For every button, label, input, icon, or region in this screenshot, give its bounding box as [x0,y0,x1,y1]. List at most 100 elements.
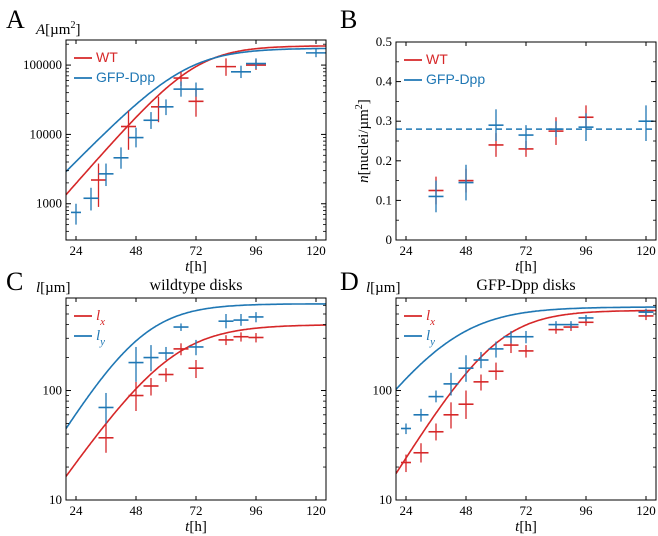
x-tick-label: 48 [460,503,473,518]
x-tick-label: 72 [520,503,533,518]
data-point [173,343,189,356]
data-point [428,390,444,403]
data-point [188,339,204,356]
data-point [638,105,654,141]
y-axis-label-close: ] [75,22,80,38]
y-tick-label: 0.2 [376,153,392,168]
data-point [488,362,504,380]
legend-label: GFP-Dpp [426,71,485,87]
y-axis-label-main: l [36,280,40,296]
panel-letter: A [6,5,25,34]
x-tick-label: 72 [520,243,533,258]
data-point [578,113,594,141]
axes-frame [395,297,657,501]
x-axis-label-unit: [h] [519,519,537,535]
axes-frame [65,39,327,241]
y-tick-label: 100000 [23,57,62,72]
x-axis-label: t[h] [185,519,207,535]
legend-label: WT [426,51,448,67]
x-axis-label-unit: [h] [519,259,537,275]
data-point [488,341,504,358]
data-point [413,408,429,422]
legend-main: l [96,328,100,344]
data-point [458,390,474,419]
fit-curve-1 [396,306,656,390]
legend-main: l [426,328,430,344]
panel-letter: C [6,267,23,296]
y-axis-label: l[µm] [366,280,400,296]
data-point [143,378,159,396]
data-point [231,65,251,79]
data-point [488,109,504,141]
x-tick-label: 24 [400,503,414,518]
legend-subscript: y [99,336,105,348]
data-point [503,330,519,344]
x-tick-label: 96 [250,503,264,518]
legend-label: ly [426,328,435,348]
y-axis-label-main: n [356,175,372,183]
data-point [401,454,411,473]
data-point [218,313,234,329]
x-tick-label: 48 [460,243,473,258]
y-axis-label-main: l [366,280,370,296]
x-tick-label: 72 [190,503,203,518]
legend-label: ly [96,328,105,348]
data-point [518,330,534,344]
y-tick-label: 10000 [30,126,63,141]
legend-subscript: x [429,316,435,328]
x-tick-label: 24 [400,243,414,258]
y-axis-label-close: ] [356,99,372,104]
y-tick-label: 100 [43,383,63,398]
data-point [91,163,106,207]
panel-title: GFP-Dpp disks [476,277,575,294]
data-point [428,423,444,441]
panel-title: wildtype disks [150,277,243,294]
x-axis-label-main: t [515,259,520,275]
data-point [158,346,174,361]
y-tick-label: 0.3 [376,113,392,128]
legend-subscript: x [99,316,105,328]
data-point [578,314,594,322]
data-point [548,321,564,329]
data-point [173,81,189,97]
data-point [173,323,189,331]
x-tick-label: 48 [130,503,143,518]
data-point [458,355,474,382]
y-axis-label-unit: [µm] [40,280,70,296]
data-point [473,374,489,391]
panel-a: A 24 48 72 96 120 1000 10000 100000 WT GFP-Dpp t[h]… [6,5,327,275]
data-point [233,313,249,326]
y-tick-label: 0.4 [376,74,393,89]
x-axis-label-unit: [h] [189,259,207,275]
data-point [98,423,114,453]
y-axis-label-sup: 2 [354,104,365,109]
data-point [188,82,204,97]
x-axis-label: t[h] [515,259,537,275]
data-point [83,187,99,211]
y-tick-label: 0.5 [376,34,392,49]
data-point [98,163,114,187]
plot-area [66,303,326,477]
y-tick-label: 0 [386,232,393,247]
data-point [248,333,264,343]
data-point [638,308,654,316]
y-axis-label: n[nuclei/µm2] [354,99,372,183]
plot-area [396,105,656,213]
y-axis-label-unit: [µm [45,22,71,38]
data-point [428,180,444,213]
y-axis-label-unit: [µm] [370,280,400,296]
data-point [98,392,114,424]
x-tick-label: 120 [636,503,656,518]
axes-frame [395,41,657,241]
y-tick-label: 0.1 [376,192,392,207]
x-tick-label: 24 [70,243,84,258]
x-tick-label: 120 [636,243,656,258]
data-point [218,335,234,346]
panel-letter: D [340,267,359,296]
x-tick-label: 96 [580,243,594,258]
legend-main: l [426,308,430,324]
fit-curve-1 [66,303,326,430]
y-tick-label: 10 [379,492,392,507]
